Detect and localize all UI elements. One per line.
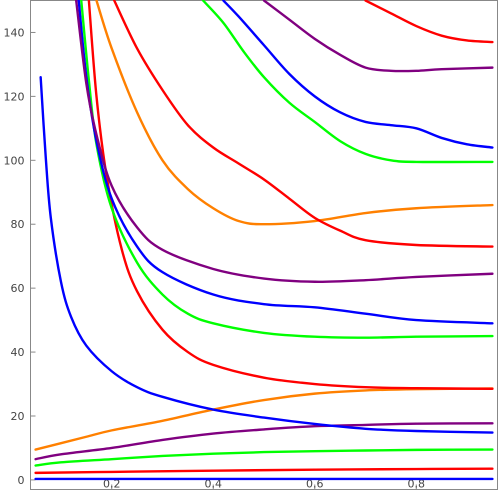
x-tick-label: 0.2 <box>103 478 121 491</box>
series-line-4 <box>34 387 494 451</box>
series-line-14 <box>262 0 494 73</box>
x-tick-label: 0.8 <box>408 478 426 491</box>
series-group <box>34 0 494 481</box>
series-line-3 <box>34 422 494 461</box>
y-tick-label: 120 <box>4 90 25 103</box>
y-tick-label: 0 <box>18 474 25 487</box>
series-line-2 <box>34 448 494 467</box>
y-tick-label: 20 <box>11 410 25 423</box>
y-tick-label: 80 <box>11 218 25 231</box>
axis-ticks <box>30 31 417 490</box>
y-tick-label: 100 <box>4 154 25 167</box>
series-line-13 <box>222 0 494 149</box>
series-line-7 <box>80 0 494 339</box>
series-line-10 <box>95 0 494 226</box>
x-tick-label: 0.4 <box>204 478 222 491</box>
y-tick-label: 60 <box>11 282 25 295</box>
axis-tick-labels: 0.2 0.4 0.6 0.8 0 20 40 60 80 100 120 140 <box>4 26 426 490</box>
series-line-5 <box>39 76 494 434</box>
series-line-15 <box>364 0 494 44</box>
y-tick-label: 40 <box>11 346 25 359</box>
y-tick-label: 140 <box>4 26 25 39</box>
series-line-6 <box>87 0 494 391</box>
series-line-9 <box>74 0 494 283</box>
series-line-1 <box>34 467 494 475</box>
series-line-11 <box>113 0 494 248</box>
x-tick-label: 0.6 <box>306 478 324 491</box>
series-line-12 <box>201 0 494 164</box>
